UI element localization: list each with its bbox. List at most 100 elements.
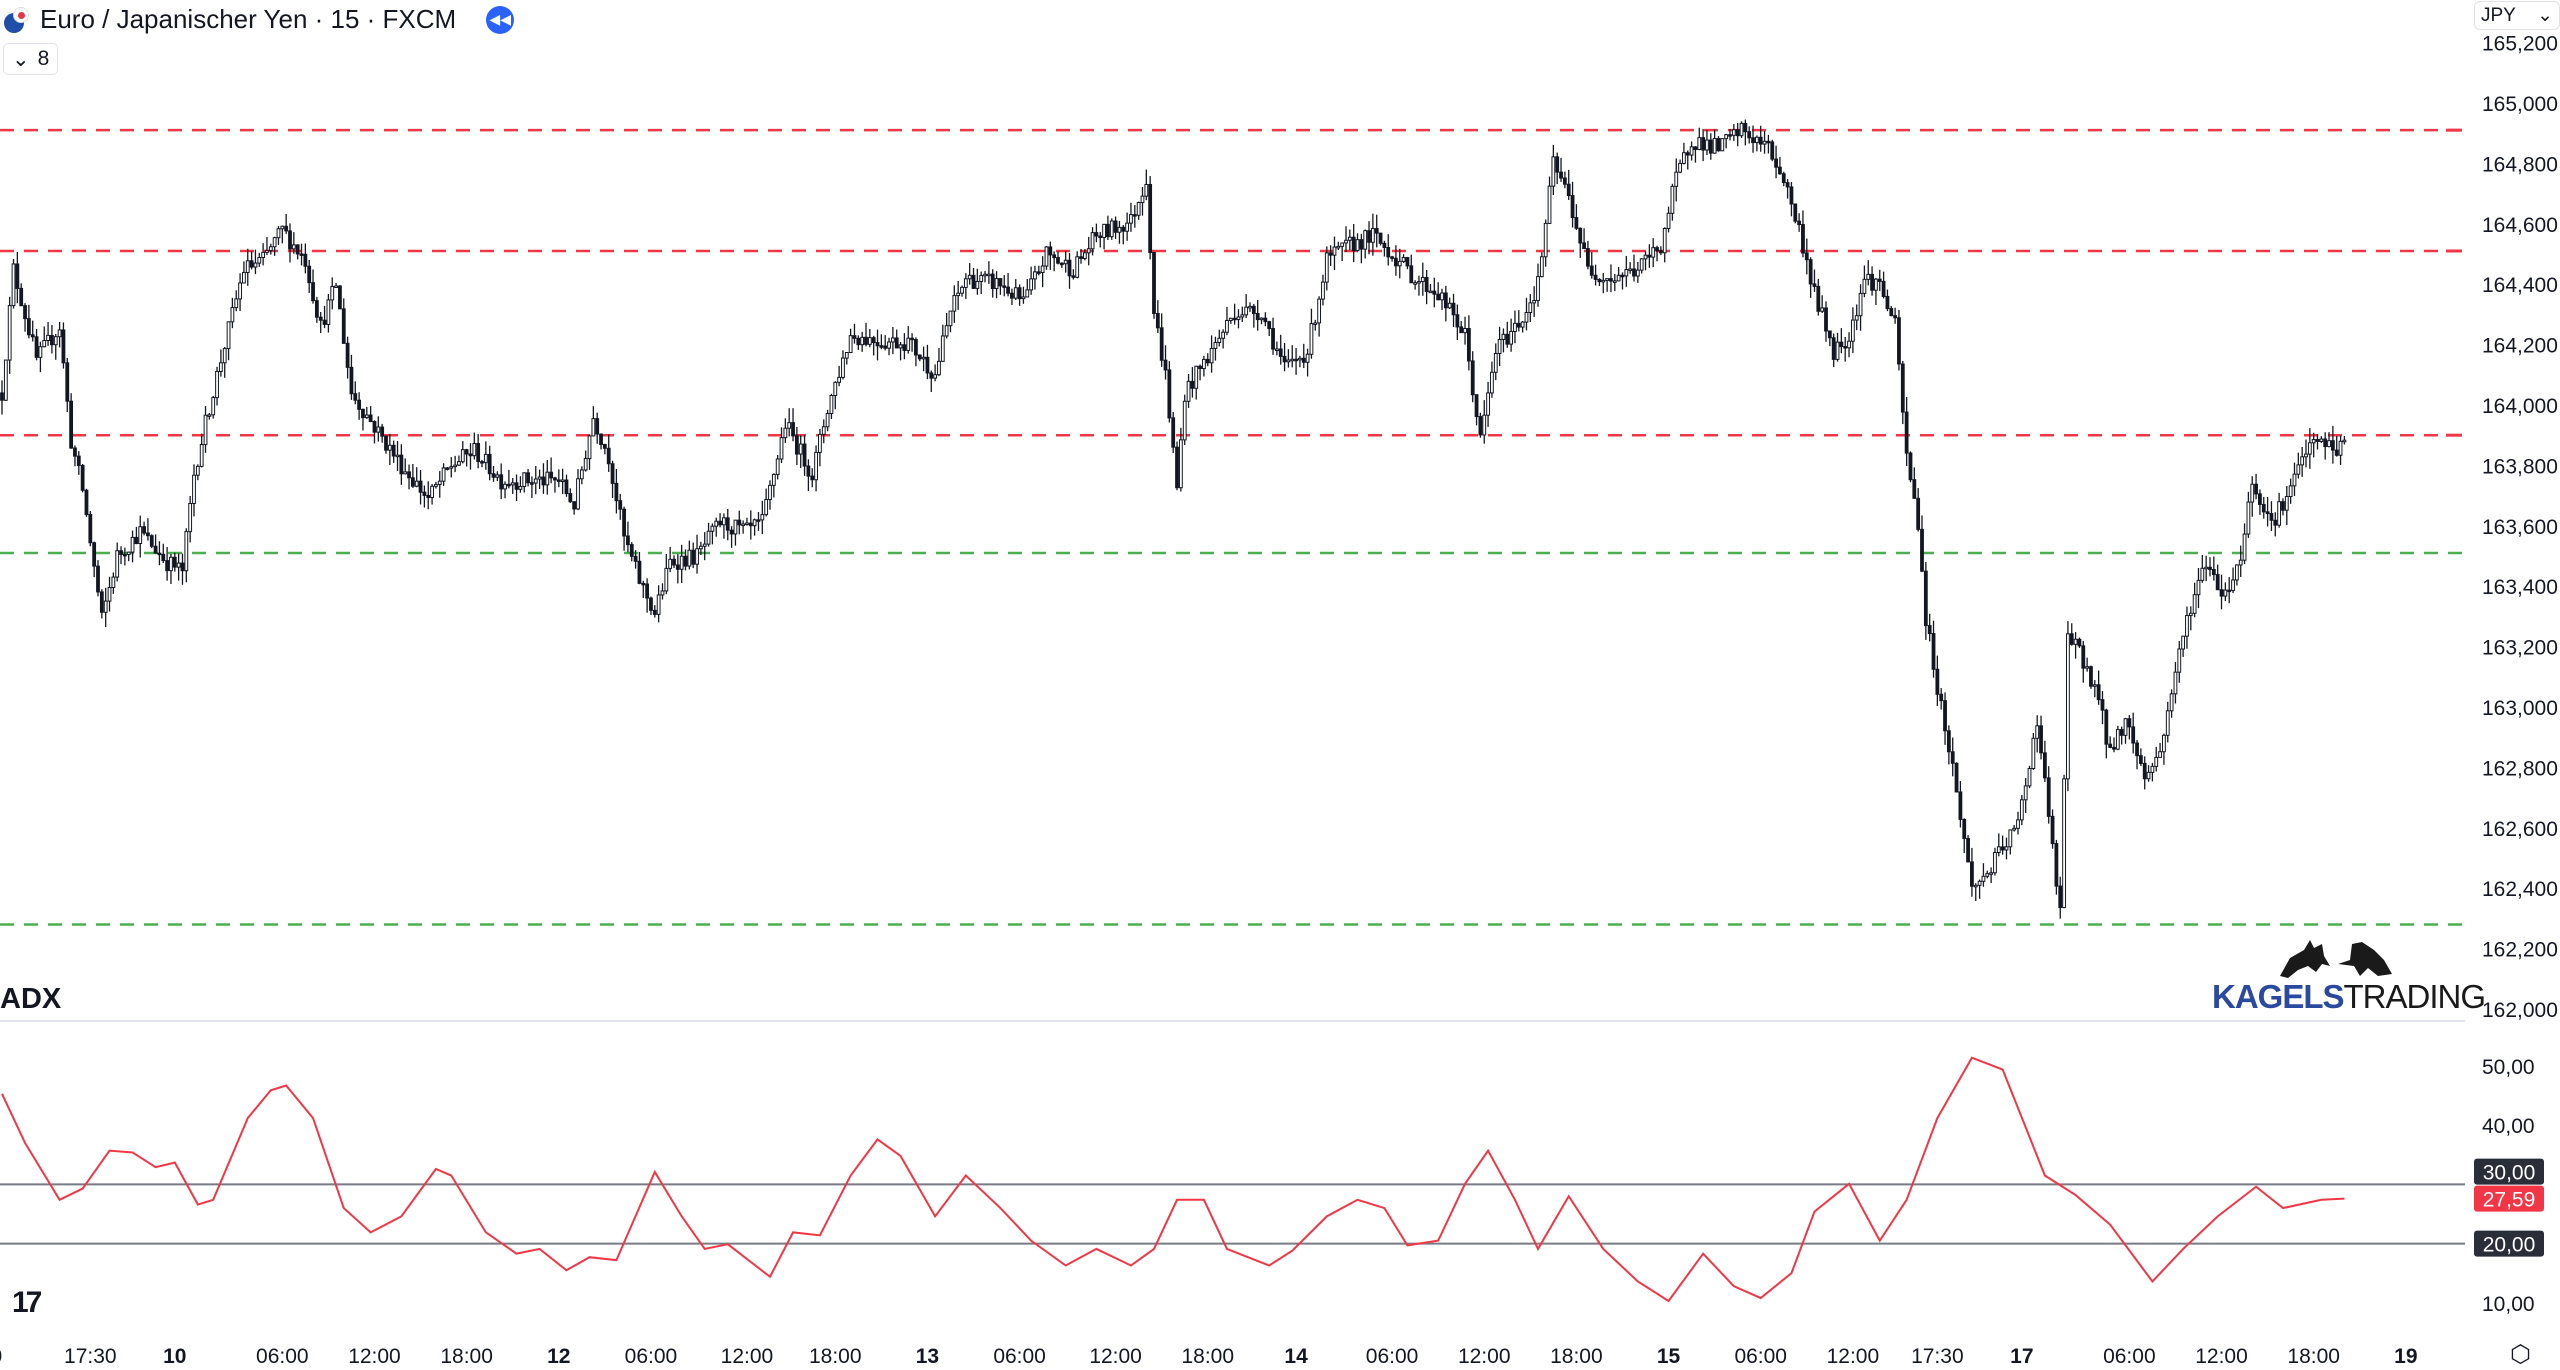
currency-select[interactable]: JPY ⌄ (2474, 1, 2560, 30)
candle-body (990, 273, 995, 289)
candle-body (2338, 440, 2343, 456)
candle-body (441, 467, 446, 482)
candle-body (1874, 278, 1878, 291)
candle-body (53, 336, 58, 346)
candle-body (787, 422, 792, 429)
candle-body (1666, 212, 1671, 229)
candle-body (1225, 319, 1229, 333)
candle-body (844, 352, 849, 359)
candle-body (2000, 846, 2005, 851)
indicators-collapse-button[interactable]: ⌄ 8 (3, 43, 59, 75)
candle-body (1079, 256, 1083, 259)
replay-rewind-icon[interactable]: ◀◀ (486, 5, 515, 34)
candle-body (1394, 257, 1398, 267)
price-axis-tick: 164,800 (2482, 153, 2558, 176)
candle-body (1678, 162, 1682, 173)
candle-body (1950, 751, 1955, 764)
candle-body (1171, 417, 1176, 448)
time-axis-tick: 19 (2394, 1345, 2417, 1368)
candle-body (1344, 239, 1348, 244)
candle-body (2277, 501, 2282, 526)
candle-body (115, 550, 120, 578)
candle-body (169, 556, 173, 572)
candle-body (1278, 348, 1283, 357)
candle-body (1251, 305, 1256, 314)
candle-body (1985, 873, 1990, 877)
candle-body (2165, 710, 2170, 736)
candle-body (234, 298, 239, 309)
candle-body (1090, 232, 1095, 250)
candle-body (19, 287, 24, 307)
candle-body (1559, 171, 1563, 179)
candle-body (841, 357, 845, 378)
candle-body (2112, 746, 2116, 750)
candle-body (1797, 220, 1802, 226)
candle-body (303, 253, 308, 267)
candle-body (698, 545, 703, 550)
chevron-down-icon: ⌄ (2537, 5, 2553, 26)
candle-body (1973, 884, 1978, 888)
candle-body (752, 519, 757, 527)
candle-body (1417, 281, 1421, 284)
candle-body (687, 549, 692, 567)
candle-body (2281, 501, 2285, 511)
candle-body (2208, 566, 2212, 571)
candle-body (134, 536, 139, 545)
candle-body (1904, 411, 1909, 454)
candle-body (1501, 333, 1506, 341)
candle-body (1367, 230, 1371, 243)
candle-body (1094, 232, 1099, 237)
candle-body (215, 370, 219, 399)
candle-body (2012, 827, 2017, 831)
candle-body (1632, 268, 1636, 277)
time-axis-tick: 12:00 (1827, 1345, 1880, 1368)
candle-body (192, 474, 196, 505)
candle-body (2242, 533, 2247, 561)
candle-body (2104, 709, 2109, 745)
candle-body (2077, 638, 2082, 647)
candle-body (2265, 511, 2270, 515)
tradingview-logo-icon[interactable]: 17 (12, 1286, 42, 1319)
candle-body (2219, 589, 2224, 597)
candle-body (1033, 271, 1037, 280)
candle-body (1781, 173, 1786, 184)
candle-body (1881, 280, 1886, 297)
symbol-header[interactable]: Euro / Japanischer Yen · 15 · FXCM ◀◀ (4, 4, 515, 35)
candle-body (249, 260, 254, 268)
candle-body (2342, 439, 2347, 443)
candle-body (1712, 138, 1717, 154)
candle-body (1486, 392, 1490, 416)
candle-body (107, 587, 112, 602)
candle-body (96, 565, 100, 593)
candle-body (902, 344, 907, 351)
candle-body (1263, 317, 1268, 323)
settings-hexagon-icon[interactable]: ⬡ (2510, 1341, 2531, 1368)
candle-body (1259, 317, 1264, 321)
indicator-count: 8 (37, 47, 50, 70)
candle-body (218, 362, 223, 372)
candle-body (1071, 275, 1076, 278)
candle-body (864, 336, 868, 345)
candle-body (1121, 226, 1126, 232)
candle-body (756, 519, 761, 522)
candle-body (1827, 330, 1832, 339)
adx-indicator-label[interactable]: ADX (0, 983, 62, 1015)
candle-body (695, 548, 699, 565)
candle-body (1301, 357, 1306, 363)
candle-body (1774, 158, 1778, 168)
candle-body (1255, 312, 1260, 321)
candle-body (952, 295, 957, 312)
candle-body (1731, 129, 1736, 136)
candle-body (1635, 269, 1640, 277)
candle-body (818, 433, 822, 453)
candle-body (437, 480, 442, 485)
candle-body (1447, 302, 1452, 309)
candle-body (2254, 483, 2258, 495)
candle-body (929, 372, 934, 379)
candle-body (1432, 290, 1437, 295)
candle-body (2181, 635, 2186, 650)
price-axis[interactable] (2465, 0, 2560, 1370)
candle-body (399, 454, 404, 475)
candle-body (1397, 260, 1402, 267)
